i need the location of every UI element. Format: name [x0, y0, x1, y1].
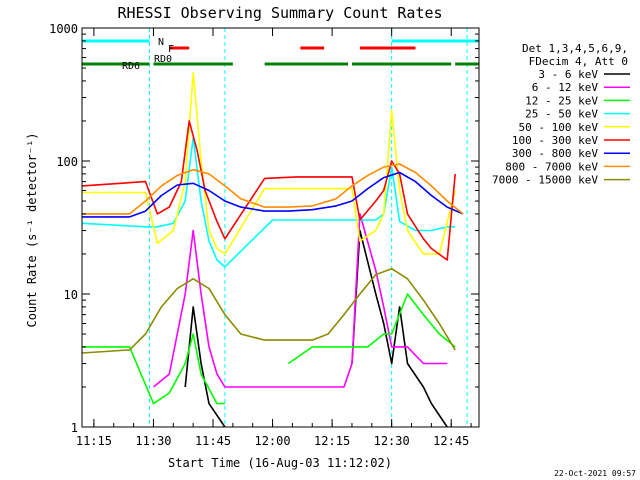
- y-axis-label: Count Rate (s⁻¹ detector⁻¹): [25, 132, 39, 327]
- y-axis: 1 10 100 1000: [49, 22, 479, 435]
- state-bar-label-n: N: [158, 37, 164, 48]
- chart-title: RHESSI Observing Summary Count Rates: [117, 4, 442, 22]
- y-tick-label-2: 100: [56, 155, 78, 169]
- x-axis: 11:15 11:30 11:45 12:00 12:15 12:30 12:45: [76, 28, 472, 448]
- legend-label-5: 100 - 300 keV: [512, 134, 598, 147]
- state-bar-label-f: F: [168, 44, 174, 55]
- x-axis-label: Start Time (16-Aug-03 11:12:02): [168, 456, 392, 470]
- y-tick-label-0: 1: [71, 421, 78, 435]
- x-tick-label-5: 12:30: [374, 434, 410, 448]
- series-line-0: [184, 229, 448, 428]
- series-line-5: [81, 120, 456, 261]
- plot-frame: [81, 27, 480, 428]
- series-line-8: [81, 267, 456, 354]
- legend-label-3: 25 - 50 keV: [525, 108, 598, 121]
- series-line-6: [82, 171, 464, 218]
- series-line-1: [152, 213, 448, 388]
- x-tick-label-6: 12:45: [433, 434, 469, 448]
- y-tick-label-3: 1000: [49, 22, 78, 36]
- series-line-7: [82, 163, 464, 215]
- x-tick-label-0: 11:15: [76, 434, 112, 448]
- series-line-4: [82, 72, 456, 255]
- x-tick-label-4: 12:15: [314, 434, 350, 448]
- legend-label-8: 7000 - 15000 keV: [492, 174, 598, 187]
- legend: Det 1,3,4,5,6,9, FDecim 4, Att 0 3 - 6 k…: [492, 42, 630, 187]
- x-tick-label-2: 11:45: [195, 434, 231, 448]
- y-tick-label-1: 10: [64, 288, 78, 302]
- legend-label-1: 6 - 12 keV: [532, 81, 599, 94]
- legend-label-6: 300 - 800 keV: [512, 147, 598, 160]
- legend-label-0: 3 - 6 keV: [538, 68, 598, 81]
- x-tick-label-1: 11:30: [135, 434, 171, 448]
- x-tick-label-3: 12:00: [254, 434, 290, 448]
- legend-label-4: 50 - 100 keV: [519, 121, 599, 134]
- state-bar-label-rd0: RD0: [154, 54, 172, 65]
- series-line-2: [82, 293, 456, 405]
- legend-label-2: 12 - 25 keV: [525, 94, 598, 107]
- legend-header-line-2: FDecim 4, Att 0: [529, 55, 628, 68]
- legend-header-line-1: Det 1,3,4,5,6,9,: [522, 42, 628, 55]
- legend-label-7: 800 - 7000 keV: [505, 160, 598, 173]
- series-line-3: [81, 136, 456, 268]
- state-bar-label-rd6: RD6: [122, 61, 140, 72]
- footer-timestamp: 22-Oct-2021 09:57: [554, 469, 636, 478]
